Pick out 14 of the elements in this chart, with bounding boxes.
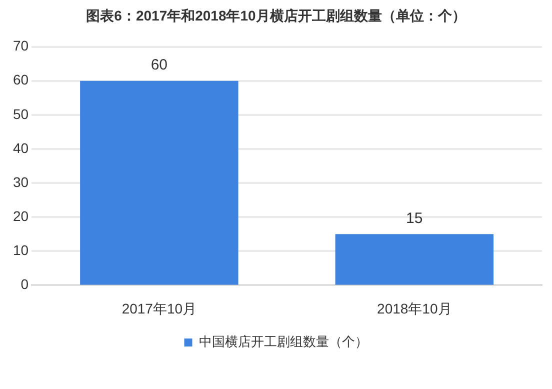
y-tick-label: 40 bbox=[12, 140, 29, 156]
x-tick-label: 2017年10月 bbox=[122, 300, 197, 316]
y-tick-label: 50 bbox=[12, 106, 29, 122]
y-tick-label: 30 bbox=[12, 174, 29, 190]
data-label: 15 bbox=[406, 210, 423, 227]
legend-label: 中国横店开工剧组数量（个） bbox=[198, 334, 368, 350]
y-tick-label: 0 bbox=[20, 276, 29, 292]
y-tick-label: 20 bbox=[12, 208, 29, 224]
y-tick-label: 60 bbox=[12, 72, 29, 88]
y-tick-label: 10 bbox=[12, 242, 29, 258]
x-tick-label: 2018年10月 bbox=[377, 300, 452, 316]
chart-title: 图表6：2017年和2018年10月横店开工剧组数量（单位：个） bbox=[86, 7, 466, 24]
y-tick-label: 70 bbox=[12, 38, 29, 54]
data-label: 60 bbox=[150, 56, 168, 74]
